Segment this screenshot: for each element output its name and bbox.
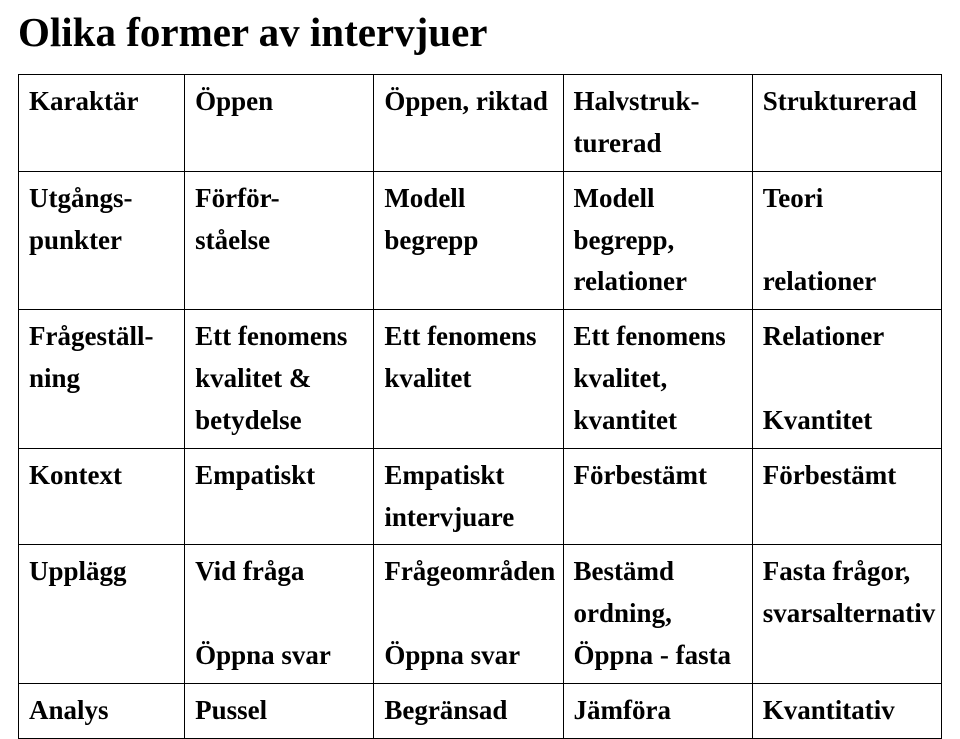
cell: Strukturerad: [752, 75, 941, 172]
cell: Teori relationer: [752, 171, 941, 310]
cell: Ett fenomens kvalitet, kvantitet: [563, 310, 752, 449]
cell: Vid fråga Öppna svar: [185, 545, 374, 684]
table-row: Karaktär Öppen Öppen, riktad Halvstruk- …: [19, 75, 942, 172]
cell: Frågeområden Öppna svar: [374, 545, 563, 684]
cell: Ett fenomens kvalitet & betydelse: [185, 310, 374, 449]
cell: Fasta frågor, svarsalternativ: [752, 545, 941, 684]
table-row: Upplägg Vid fråga Öppna svar Frågeområde…: [19, 545, 942, 684]
cell: Relationer Kvantitet: [752, 310, 941, 449]
cell: Modell begrepp, relationer: [563, 171, 752, 310]
cell: Jämföra: [563, 683, 752, 738]
cell: Kvantitativ: [752, 683, 941, 738]
cell: Begränsad: [374, 683, 563, 738]
cell: Öppen, riktad: [374, 75, 563, 172]
cell: Öppen: [185, 75, 374, 172]
page: Olika former av intervjuer Karaktär Öppe…: [0, 0, 960, 739]
row-header: Analys: [19, 683, 185, 738]
table-row: Frågeställ- ning Ett fenomens kvalitet &…: [19, 310, 942, 449]
cell: Pussel: [185, 683, 374, 738]
cell: Empatiskt intervjuare: [374, 448, 563, 545]
cell: Halvstruk- turerad: [563, 75, 752, 172]
cell: Förbestämt: [563, 448, 752, 545]
cell: Ett fenomens kvalitet: [374, 310, 563, 449]
table-row: Analys Pussel Begränsad Jämföra Kvantita…: [19, 683, 942, 738]
cell: Modell begrepp: [374, 171, 563, 310]
row-header: Kontext: [19, 448, 185, 545]
cell: Bestämd ordning, Öppna - fasta: [563, 545, 752, 684]
cell: Empatiskt: [185, 448, 374, 545]
row-header: Upplägg: [19, 545, 185, 684]
cell: Förbestämt: [752, 448, 941, 545]
interview-forms-table: Karaktär Öppen Öppen, riktad Halvstruk- …: [18, 74, 942, 739]
table-row: Kontext Empatiskt Empatiskt intervjuare …: [19, 448, 942, 545]
row-header: Karaktär: [19, 75, 185, 172]
row-header: Frågeställ- ning: [19, 310, 185, 449]
cell: Förför- ståelse: [185, 171, 374, 310]
table-row: Utgångs- punkter Förför- ståelse Modell …: [19, 171, 942, 310]
page-title: Olika former av intervjuer: [18, 8, 942, 56]
row-header: Utgångs- punkter: [19, 171, 185, 310]
